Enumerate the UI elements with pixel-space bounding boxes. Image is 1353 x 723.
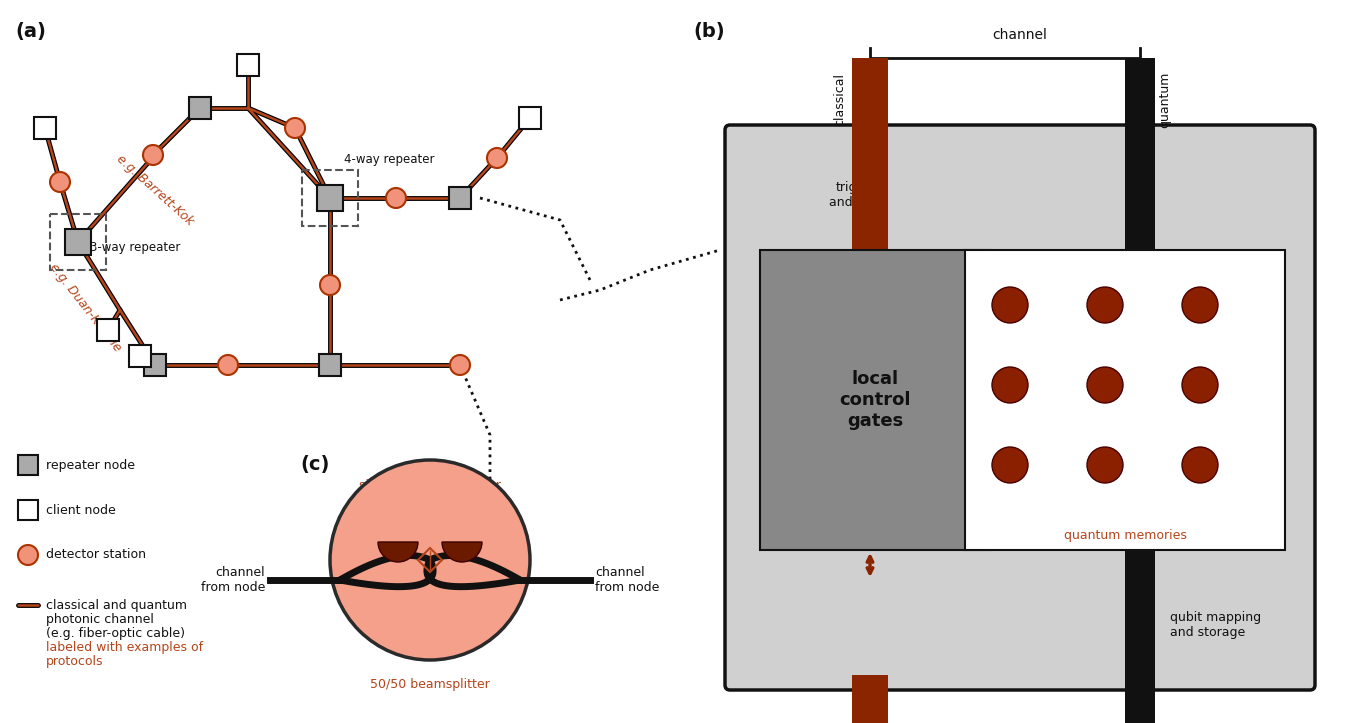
Wedge shape [442,542,482,562]
Wedge shape [377,542,418,562]
Text: e.g. Duan-Kimble: e.g. Duan-Kimble [46,262,123,354]
Bar [317,185,344,211]
Bar [97,319,119,341]
Circle shape [386,188,406,208]
Text: channel
from node: channel from node [200,566,265,594]
Circle shape [18,545,38,565]
Circle shape [321,275,340,295]
Circle shape [992,447,1028,483]
Text: qubit mapping
and storage: qubit mapping and storage [1170,611,1261,639]
Circle shape [1086,447,1123,483]
Circle shape [218,355,238,375]
Text: classical and quantum: classical and quantum [46,599,187,612]
Text: 3-way repeater: 3-way repeater [91,241,180,254]
Text: (b): (b) [693,22,725,41]
Bar [34,117,55,139]
Bar [1124,58,1155,138]
Bar [760,250,990,550]
Text: quantum memories: quantum memories [1063,529,1187,542]
Circle shape [1183,447,1218,483]
Text: labeled with examples of: labeled with examples of [46,641,203,654]
Circle shape [1086,367,1123,403]
Text: 50/50 beamsplitter: 50/50 beamsplitter [371,678,490,691]
Bar [129,345,152,367]
Bar [852,130,888,210]
Text: 4-way repeater: 4-way repeater [344,153,434,166]
Text: local
control
gates: local control gates [839,370,911,429]
Bar [520,107,541,129]
Text: classical: classical [833,74,847,127]
Bar [189,97,211,119]
Circle shape [487,148,507,168]
Text: channel
from node: channel from node [595,566,659,594]
Bar [237,54,258,76]
Circle shape [285,118,304,138]
Text: detector station: detector station [46,549,146,562]
Bar [1124,130,1155,723]
Bar [319,354,341,376]
Bar [50,214,106,270]
Bar [965,250,1285,550]
Text: single photon detector: single photon detector [359,479,501,492]
Text: (c): (c) [300,455,329,474]
Circle shape [992,367,1028,403]
Circle shape [1086,287,1123,323]
Circle shape [330,460,530,660]
FancyBboxPatch shape [725,125,1315,690]
Text: quantum: quantum [1158,72,1172,128]
Text: repeater node: repeater node [46,458,135,471]
Bar [852,58,888,138]
Bar [302,170,359,226]
Circle shape [143,145,162,165]
Text: triggers
and sync: triggers and sync [828,181,885,209]
Bar [852,210,888,550]
Bar [18,500,38,520]
Circle shape [992,287,1028,323]
Circle shape [1183,367,1218,403]
Bar [852,675,888,723]
Circle shape [50,172,70,192]
Bar [143,354,166,376]
Text: (a): (a) [15,22,46,41]
Text: classical: classical [863,150,877,203]
Text: channel: channel [993,28,1047,42]
Bar [449,187,471,209]
Text: client node: client node [46,503,116,516]
Text: photonic channel: photonic channel [46,612,154,625]
Text: (e.g. fiber-optic cable): (e.g. fiber-optic cable) [46,627,185,640]
Bar [65,229,91,255]
Text: e.g. Barrett-Kok: e.g. Barrett-Kok [114,152,196,228]
Circle shape [1183,287,1218,323]
Circle shape [451,355,469,375]
Bar [18,455,38,475]
Text: protocols: protocols [46,654,103,667]
